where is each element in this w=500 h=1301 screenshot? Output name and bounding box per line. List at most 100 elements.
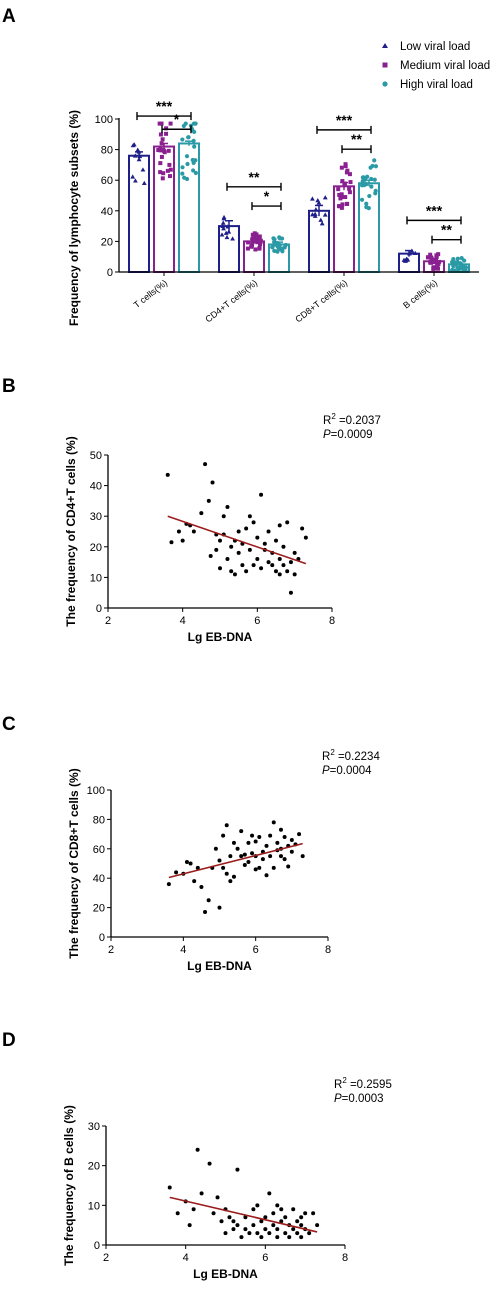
category-label-a: CD4+T cells(%)	[203, 278, 259, 325]
point-b	[266, 560, 271, 565]
point-b	[229, 544, 234, 549]
point-b	[240, 563, 245, 568]
dot-2-3	[463, 265, 469, 270]
point-b	[292, 550, 297, 555]
point-b	[303, 535, 308, 540]
point-c	[289, 849, 294, 854]
point-c	[278, 827, 283, 832]
point-b	[300, 526, 305, 531]
panel-letter-d: D	[2, 1030, 16, 1051]
dot-2-1	[277, 236, 283, 241]
dot-0-0	[141, 180, 147, 185]
r2-text-c: R2 =0.2234	[322, 748, 380, 763]
point-c	[250, 851, 255, 856]
y-tick-label-a: 40	[101, 206, 113, 218]
p-text-b: P=0.0009	[323, 429, 373, 441]
point-d	[243, 1227, 248, 1232]
y-tick-label-b: 50	[90, 450, 102, 462]
point-b	[165, 472, 170, 477]
dot-1-0	[159, 154, 164, 159]
point-b	[274, 569, 278, 574]
point-c	[239, 854, 244, 859]
point-b	[218, 538, 222, 543]
y-tick-label-d: 10	[88, 1200, 100, 1212]
point-c	[282, 835, 287, 840]
dot-2-2	[369, 184, 374, 189]
bar-0-2	[308, 209, 330, 274]
x-axis-title-b: Lg EB-DNA	[188, 630, 253, 644]
point-d	[303, 1211, 308, 1216]
dot-1-2	[347, 172, 352, 177]
r2-value-b: =0.2037	[336, 415, 381, 427]
dot-1-2	[339, 205, 344, 210]
dot-0-0	[133, 178, 138, 183]
point-d	[239, 1235, 244, 1240]
point-d	[315, 1223, 320, 1228]
dot-1-1	[250, 238, 255, 243]
point-b	[251, 520, 256, 525]
point-d	[175, 1211, 180, 1216]
point-d	[311, 1211, 316, 1216]
y-axis-title-a: Frequency of lymphocyte subsets (%)	[67, 110, 81, 326]
sig-label-2: **	[249, 169, 260, 185]
dot-1-3	[431, 266, 436, 271]
dot-1-1	[258, 238, 263, 243]
legend-label-2: High viral load	[400, 79, 473, 91]
p-value-c: =0.0004	[330, 765, 372, 777]
point-d	[307, 1231, 312, 1236]
point-c	[271, 865, 276, 870]
point-c	[166, 882, 171, 887]
dot-0-1	[226, 229, 232, 234]
y-tick-label-c: 80	[93, 814, 105, 826]
point-c	[231, 874, 236, 879]
dot-1-0	[165, 168, 170, 173]
x-tick-label-b: 2	[105, 615, 111, 627]
dot-1-1	[253, 247, 258, 252]
point-d	[243, 1215, 248, 1220]
dot-1-1	[258, 242, 263, 247]
significance-a: *****************	[136, 98, 462, 244]
dot-1-3	[428, 252, 433, 257]
dot-2-1	[277, 243, 282, 248]
dot-0-2	[318, 217, 324, 222]
point-d	[219, 1219, 224, 1224]
dot-0-2	[316, 200, 322, 205]
point-c	[235, 846, 240, 851]
point-b	[274, 538, 278, 543]
point-c	[289, 837, 294, 842]
dot-0-1	[219, 232, 225, 237]
dot-2-0	[193, 170, 198, 176]
point-d	[283, 1215, 288, 1220]
point-c	[257, 865, 262, 870]
point-c	[268, 854, 273, 859]
dot-1-3	[428, 260, 433, 265]
x-tick-label-c: 4	[180, 944, 186, 956]
x-tick-label-b: 4	[180, 615, 186, 627]
dot-1-0	[160, 137, 165, 142]
dot-1-0	[164, 126, 169, 131]
point-d	[271, 1211, 276, 1216]
dot-2-1	[275, 249, 280, 254]
point-b	[270, 563, 275, 568]
panel-letter-c: C	[2, 714, 16, 735]
dot-1-0	[166, 148, 171, 153]
point-d	[231, 1219, 236, 1224]
dot-0-2	[322, 195, 328, 200]
point-b	[277, 572, 282, 577]
y-tick-label-a: 0	[107, 267, 113, 279]
point-c	[217, 858, 222, 863]
point-b	[255, 557, 260, 562]
dot-2-0	[192, 129, 197, 135]
point-d	[275, 1235, 280, 1240]
dot-1-0	[160, 176, 165, 181]
dot-1-0	[158, 170, 163, 175]
point-d	[235, 1223, 240, 1228]
point-c	[271, 820, 276, 825]
dot-1-1	[254, 239, 259, 244]
dot-0-3	[409, 248, 415, 253]
dot-0-1	[221, 216, 227, 221]
dot-1-1	[250, 236, 255, 241]
point-b	[244, 569, 249, 574]
